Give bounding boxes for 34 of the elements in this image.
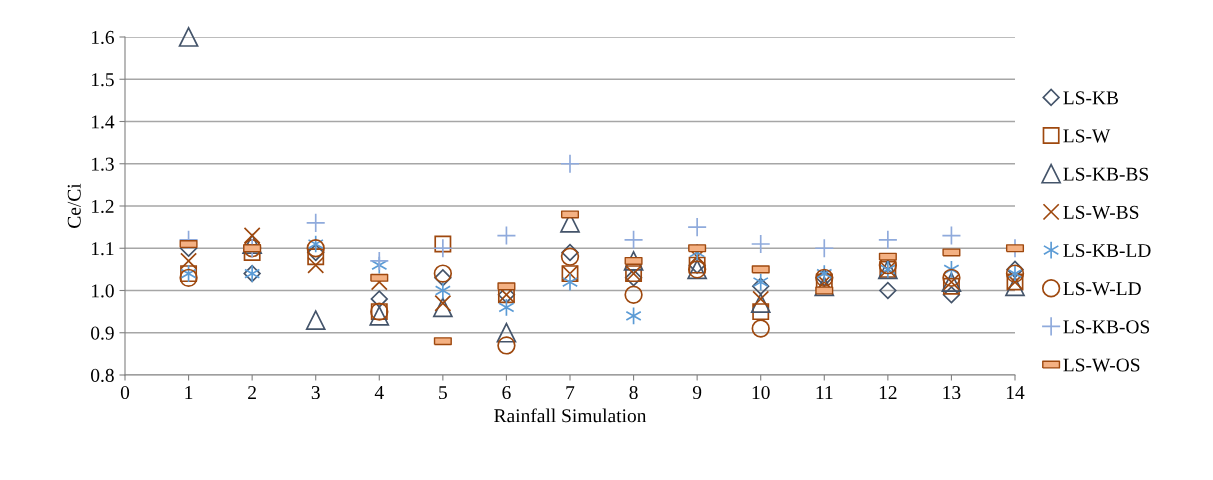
legend-label: LS-KB xyxy=(1063,91,1119,105)
legend-label: LS-W-OS xyxy=(1063,358,1140,372)
x-tick-label: 12 xyxy=(879,386,897,399)
y-tick-label: 0.8 xyxy=(91,368,114,383)
y-tick-label: 1.4 xyxy=(91,115,115,129)
x-tick-label: 2 xyxy=(248,386,256,399)
x-tick-label: 4 xyxy=(374,386,384,399)
y-tick-label: 1.1 xyxy=(91,242,114,256)
legend-label: LS-W-BS xyxy=(1063,205,1139,219)
y-axis-title: Ce/Ci xyxy=(67,183,81,228)
legend-label: LS-W-LD xyxy=(1063,282,1141,296)
legend-label: LS-KB-OS xyxy=(1063,320,1150,334)
legend-label: LS-W xyxy=(1063,129,1111,143)
y-tick-label: 0.9 xyxy=(91,326,114,340)
y-tick-label: 1.0 xyxy=(91,284,114,298)
x-tick-label: 6 xyxy=(502,386,511,400)
x-tick-label: 14 xyxy=(1006,386,1025,399)
legend-label: LS-KB-BS xyxy=(1063,167,1149,181)
legend-label: LS-KB-LD xyxy=(1063,243,1151,258)
x-tick-label: 8 xyxy=(629,385,638,400)
y-tick-label: 1.2 xyxy=(91,199,114,214)
x-tick-label: 9 xyxy=(692,386,702,400)
y-tick-label: 1.3 xyxy=(91,157,114,171)
y-tick-label: 1.5 xyxy=(91,73,114,87)
x-tick-label: 10 xyxy=(752,385,770,400)
x-tick-label: 3 xyxy=(311,386,320,400)
x-axis-title: Rainfall Simulation xyxy=(494,408,647,423)
y-tick-label: 1.6 xyxy=(91,30,114,45)
x-tick-label: 7 xyxy=(566,386,575,399)
x-tick-label: 1 xyxy=(185,386,193,399)
x-tick-label: 5 xyxy=(439,386,447,400)
x-tick-label: 13 xyxy=(943,386,961,400)
x-tick-label: 11 xyxy=(816,386,833,399)
x-tick-label: 0 xyxy=(120,385,130,400)
